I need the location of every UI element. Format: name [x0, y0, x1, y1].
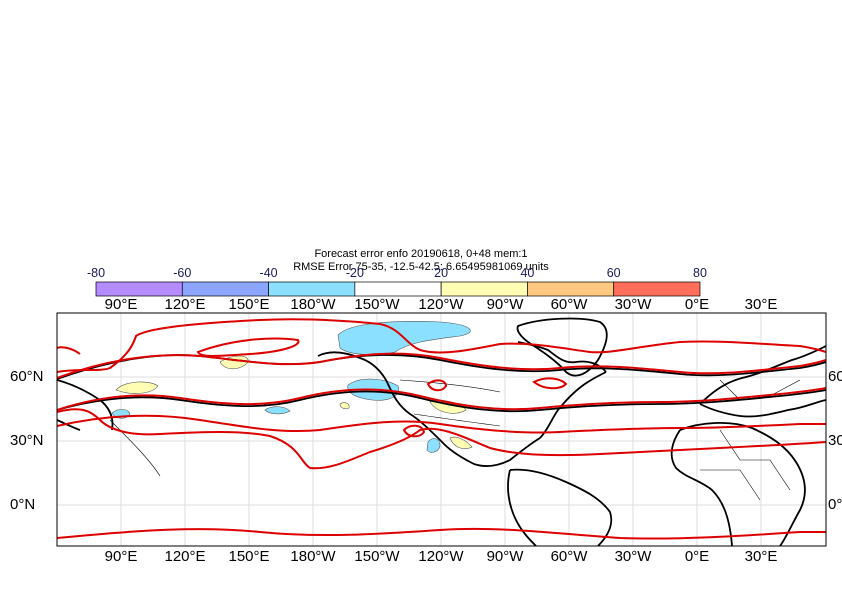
longitude-label: 150°W — [354, 296, 400, 313]
latitude-label-right: 60 — [828, 368, 842, 385]
colorbar-swatch — [613, 281, 701, 297]
colorbar-tick-label: -20 — [345, 266, 364, 280]
colorbar-tick-label: -40 — [259, 266, 278, 280]
longitude-label: 90°E — [104, 296, 138, 313]
longitude-label: 150°W — [354, 548, 400, 565]
longitude-label: 90°W — [486, 296, 524, 313]
colorbar-tick-label: 20 — [434, 266, 449, 280]
map-title-line2: RMSE Error 75-35, -12.5-42.5: 6.65495981… — [293, 261, 549, 273]
longitude-label: 90°W — [486, 548, 524, 565]
map-title-line1: Forecast error enfo 20190618, 0+48 mem:1 — [314, 248, 528, 260]
longitude-label: 30°E — [744, 548, 778, 565]
longitude-label: 60°W — [550, 548, 588, 565]
contours-forecast — [57, 318, 826, 540]
longitude-label: 120°E — [164, 548, 206, 565]
longitude-label: 30°E — [744, 296, 778, 313]
longitude-label: 150°E — [228, 296, 270, 313]
latitude-label: 0°N — [10, 496, 36, 513]
longitude-label: 0°E — [684, 548, 710, 565]
latitude-label: 30°N — [10, 432, 44, 449]
longitude-label: 180°W — [290, 548, 336, 565]
colorbar-tick-label: 80 — [693, 266, 707, 280]
longitude-label: 90°E — [104, 548, 138, 565]
latitude-label-right: 30 — [828, 432, 842, 449]
colorbar-tick-label: -80 — [86, 266, 106, 280]
longitude-label: 60°W — [550, 296, 588, 313]
colorbar-tick-label: 40 — [520, 266, 535, 280]
latitude-label-right: 0° — [828, 496, 842, 513]
longitude-label: 30°W — [614, 296, 652, 313]
longitude-label: 120°W — [418, 296, 464, 313]
longitude-label: 0°E — [684, 296, 710, 313]
longitude-label: 180°W — [290, 296, 336, 313]
longitude-label: 30°W — [614, 548, 652, 565]
longitude-label: 120°E — [164, 296, 206, 313]
longitude-label: 150°E — [228, 548, 270, 565]
latitude-label: 60°N — [10, 368, 44, 385]
map-frame — [56, 312, 827, 547]
longitude-label: 120°W — [418, 548, 464, 565]
colorbar-tick-label: -60 — [173, 266, 192, 280]
colorbar — [95, 281, 701, 297]
colorbar-tick-label: 60 — [606, 266, 621, 280]
